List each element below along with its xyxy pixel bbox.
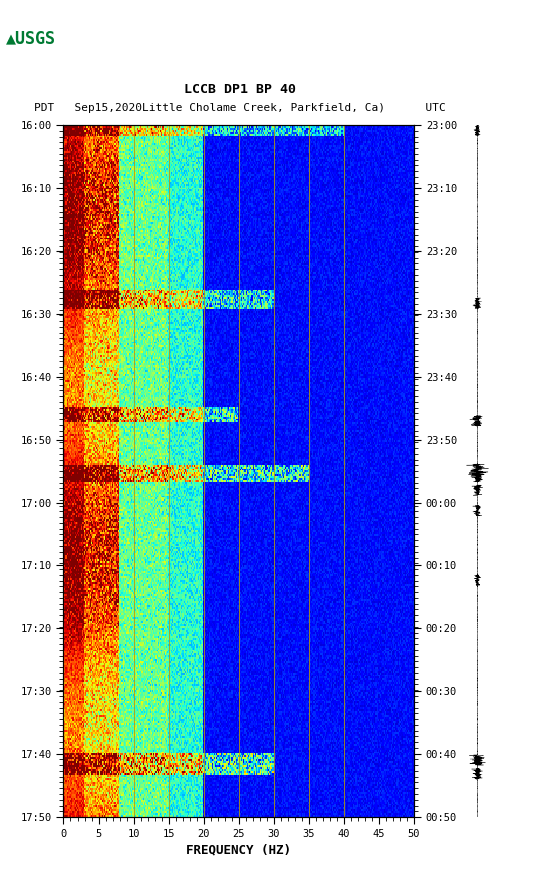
Text: LCCB DP1 BP 40: LCCB DP1 BP 40: [184, 82, 296, 96]
X-axis label: FREQUENCY (HZ): FREQUENCY (HZ): [186, 843, 291, 856]
Text: ▲USGS: ▲USGS: [6, 29, 56, 47]
Text: PDT   Sep15,2020Little Cholame Creek, Parkfield, Ca)      UTC: PDT Sep15,2020Little Cholame Creek, Park…: [34, 104, 446, 113]
